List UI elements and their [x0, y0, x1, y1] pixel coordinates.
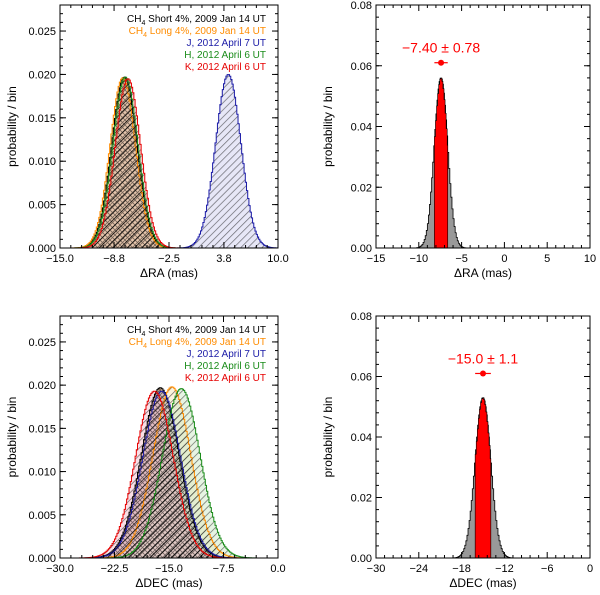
- y-tick-label: 0.020: [28, 380, 56, 392]
- x-tick-label: 0: [501, 253, 507, 265]
- y-tick-label: 0.005: [28, 510, 56, 522]
- y-tick-label: 0.00: [351, 553, 372, 565]
- y-axis-label: probability / bin: [321, 86, 335, 167]
- y-axis-label: probability / bin: [5, 397, 19, 478]
- x-tick-label: −5: [455, 253, 468, 265]
- marker-point: [480, 370, 486, 377]
- y-tick-label: 0.005: [28, 200, 56, 212]
- chart-panel-ra-dist: −15.0 −8.8 −2.5 3.8 10.0 0.000 0.005 0.010 0.015…: [5, 4, 289, 280]
- legend-entry-1: CH4 Long 4%, 2009 Jan 14 UT: [129, 337, 266, 350]
- y-tick-label: 0.00: [351, 243, 372, 255]
- x-tick-label: 10: [584, 253, 596, 265]
- y-tick-label: 0.010: [28, 467, 56, 479]
- x-axis-label: ΔDEC (mas): [449, 576, 516, 590]
- x-tick-label: −22.5: [101, 563, 129, 575]
- x-tick-label: 5: [544, 253, 550, 265]
- y-tick-label: 0.04: [351, 122, 372, 134]
- legend-entry-3: H, 2012 April 6 UT: [184, 361, 266, 372]
- x-tick-label: 0.0: [270, 563, 285, 575]
- x-tick-label: −2.5: [158, 253, 180, 265]
- y-tick-label: 0.000: [28, 553, 56, 565]
- y-tick-label: 0.02: [351, 182, 372, 194]
- y-tick-label: 0.015: [28, 113, 56, 125]
- legend-entry-1: CH4 Long 4%, 2009 Jan 14 UT: [129, 26, 266, 39]
- legend-entry-0: CH4 Short 4%, 2009 Jan 14 UT: [127, 325, 266, 338]
- marker-point: [438, 59, 445, 66]
- chart-panel-ra-combined: −7.40 ± 0.78 −15 −10 −5 0 5 10 0.00 0.02 0.04 0.06…: [321, 0, 596, 280]
- legend-entry-2: J, 2012 April 7 UT: [187, 349, 266, 360]
- x-tick-label: 10.0: [267, 253, 288, 265]
- legend-entry-0: CH4 Short 4%, 2009 Jan 14 UT: [127, 14, 266, 27]
- y-tick-label: 0.010: [28, 156, 56, 168]
- y-tick-label: 0.08: [351, 0, 372, 12]
- y-tick-label: 0.025: [28, 337, 56, 349]
- x-tick-label: −15: [367, 253, 386, 265]
- x-tick-label: −6: [541, 563, 554, 575]
- y-tick-label: 0.020: [28, 69, 56, 81]
- y-axis-label: probability / bin: [321, 397, 335, 478]
- chart-panel-dec-combined: −15.0 ± 1.1 −30 −24 −18 −12 −6 0 0.00 0.02 0.04 0.…: [321, 311, 593, 590]
- y-tick-label: 0.015: [28, 423, 56, 435]
- chart-panel-dec-dist: −30.0 −22.5 −15.0 −7.5 0.0 0.000 0.005 0.010 0.0…: [5, 315, 286, 590]
- x-tick-label: −8.8: [103, 253, 125, 265]
- x-tick-label: −12: [495, 563, 514, 575]
- distribution-core: [434, 77, 449, 249]
- annotation-label: −15.0 ± 1.1: [448, 350, 519, 366]
- x-tick-label: −30.0: [46, 563, 74, 575]
- x-axis-label: ΔRA (mas): [140, 266, 198, 280]
- y-tick-label: 0.000: [28, 243, 56, 255]
- y-tick-label: 0.06: [351, 372, 372, 384]
- y-tick-label: 0.08: [351, 311, 372, 323]
- y-tick-label: 0.04: [351, 432, 372, 444]
- x-tick-label: 0: [587, 563, 593, 575]
- y-tick-label: 0.06: [351, 61, 372, 73]
- legend-entry-3: H, 2012 April 6 UT: [184, 50, 266, 61]
- x-axis-label: ΔDEC (mas): [135, 576, 202, 590]
- legend-entry-2: J, 2012 April 7 UT: [187, 38, 266, 49]
- x-tick-label: −7.5: [213, 563, 235, 575]
- y-axis-label: probability / bin: [5, 86, 19, 167]
- y-tick-label: 0.025: [28, 26, 56, 38]
- y-tick-label: 0.02: [351, 493, 372, 505]
- x-tick-label: −15.0: [155, 563, 183, 575]
- legend-entry-4: K, 2012 April 6 UT: [185, 373, 266, 384]
- x-tick-label: −24: [409, 563, 428, 575]
- x-tick-label: 3.8: [216, 253, 231, 265]
- x-tick-label: −15.0: [46, 253, 74, 265]
- distribution-core: [474, 397, 492, 559]
- x-tick-label: −30: [367, 563, 386, 575]
- legend-entry-4: K, 2012 April 6 UT: [185, 62, 266, 73]
- x-tick-label: −18: [452, 563, 471, 575]
- x-tick-label: −10: [409, 253, 428, 265]
- x-axis-label: ΔRA (mas): [454, 266, 512, 280]
- annotation-label: −7.40 ± 0.78: [402, 40, 480, 56]
- series-outline-2: [60, 74, 279, 249]
- distribution-fill: [376, 77, 590, 249]
